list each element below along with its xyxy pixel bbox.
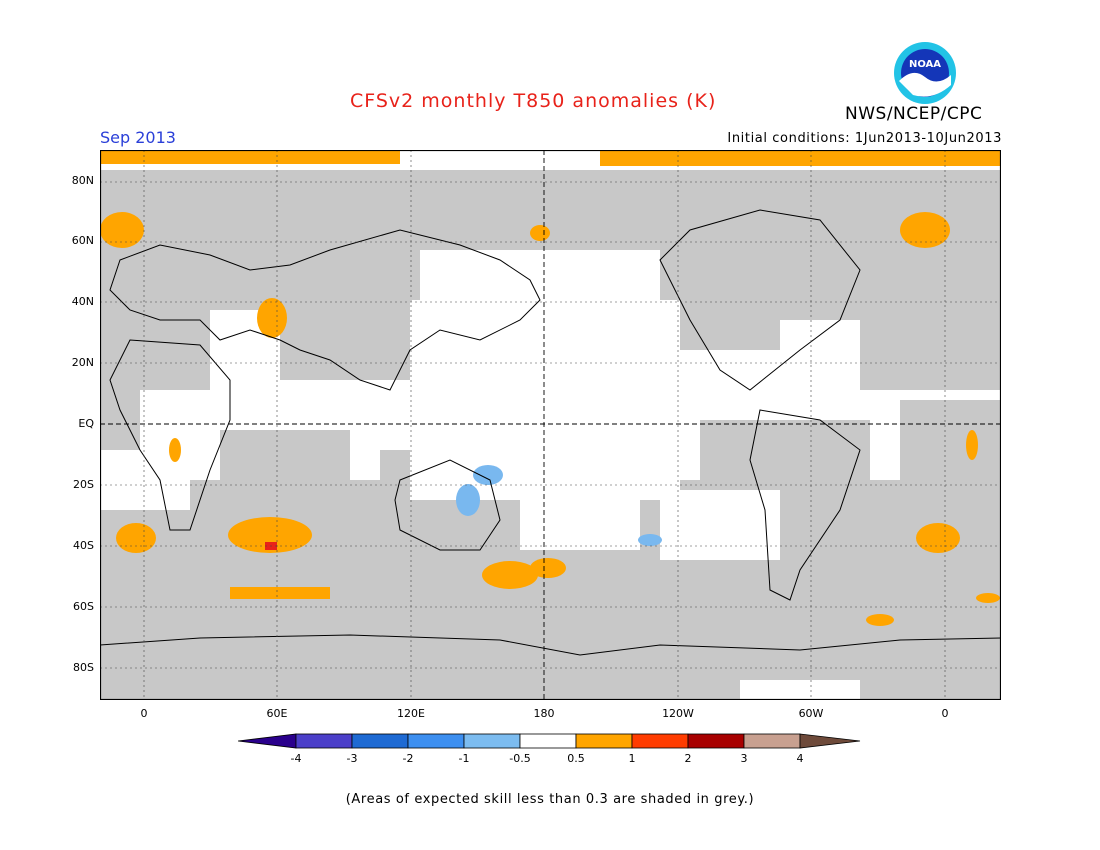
colorbar-bin-m3-m2 [351, 733, 409, 749]
colorbar-label: -3 [346, 752, 358, 765]
logo-text: NOAA [909, 59, 941, 70]
lon-label-60w: 60W [798, 707, 824, 720]
negative-anomaly-regions [456, 465, 662, 546]
lon-label-180: 180 [533, 707, 555, 720]
colorbar-label: 2 [684, 752, 692, 765]
colorbar-bin-m2-m1 [407, 733, 465, 749]
coastlines [100, 209, 1001, 656]
initial-conditions: Initial conditions: 1Jun2013-10Jun2013 [727, 131, 1002, 146]
colorbar-bin-1-2 [631, 733, 689, 749]
graticule [100, 150, 1001, 700]
low-skill-shading [100, 170, 1001, 700]
colorbar-arrow-right [799, 733, 861, 749]
positive-anomaly-regions [100, 150, 1001, 626]
colorbar-label: 4 [796, 752, 804, 765]
colorbar-bin-05-1 [575, 733, 633, 749]
skill-note: (Areas of expected skill less than 0.3 a… [345, 792, 755, 807]
noaa-logo: NOAA [894, 42, 956, 104]
colorbar-label: 0.5 [567, 752, 585, 765]
forecast-month: Sep 2013 [100, 128, 176, 147]
lon-label-60e: 60E [266, 707, 288, 720]
lat-label-80n: 80N [71, 174, 94, 187]
colorbar-bin-3-4 [743, 733, 801, 749]
lat-label-20n: 20N [71, 356, 94, 369]
lat-label-40s: 40S [73, 539, 94, 552]
chart-title: CFSv2 monthly T850 anomalies (K) [350, 90, 717, 112]
lat-label-80s: 80S [73, 661, 94, 674]
lat-label-eq: EQ [78, 417, 94, 430]
colorbar-label: -0.5 [509, 752, 531, 765]
colorbar-label: -4 [290, 752, 302, 765]
colorbar-bin-neutral [519, 733, 577, 749]
colorbar-bin-2-3 [687, 733, 745, 749]
colorbar [238, 733, 861, 749]
lon-label-0-right: 0 [941, 707, 949, 720]
colorbar-label: 3 [740, 752, 748, 765]
colorbar-label: 1 [628, 752, 636, 765]
lat-label-60n: 60N [71, 234, 94, 247]
colorbar-bin-m1-m05 [463, 733, 521, 749]
colorbar-label: -2 [402, 752, 414, 765]
reference-lines [100, 150, 1001, 700]
lon-label-120w: 120W [662, 707, 694, 720]
lat-label-20s: 20S [73, 478, 94, 491]
colorbar-label: -1 [458, 752, 470, 765]
lon-label-0: 0 [140, 707, 148, 720]
lat-label-40n: 40N [71, 295, 94, 308]
agency-label: NWS/NCEP/CPC [845, 104, 983, 124]
lat-label-60s: 60S [73, 600, 94, 613]
world-map [100, 150, 1001, 700]
colorbar-arrow-left [238, 733, 297, 749]
colorbar-bin-m4-m3 [295, 733, 353, 749]
lon-label-120e: 120E [397, 707, 425, 720]
